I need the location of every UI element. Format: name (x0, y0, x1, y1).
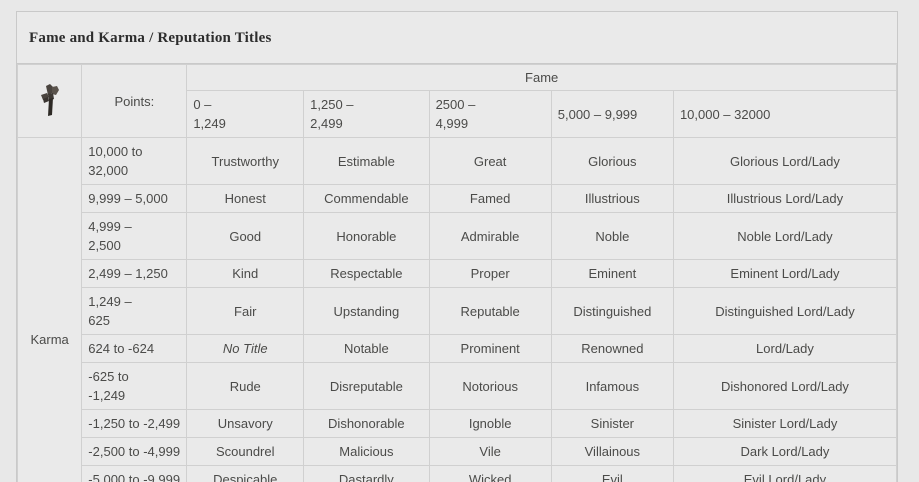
reputation-title-cell: Renowned (550, 334, 674, 363)
reputation-title-cell: Sinister Lord/Lady (672, 409, 898, 438)
reputation-title-cell: Commendable (303, 184, 430, 213)
reputation-title-cell: Evil (550, 465, 674, 482)
reputation-title-cell: Admirable (428, 212, 552, 260)
reputation-title-cell: Sinister (550, 409, 674, 438)
reputation-title-cell: Trustworthy (186, 137, 305, 185)
reputation-title-cell: Disreputable (303, 362, 430, 410)
reputation-title-cell: Illustrious Lord/Lady (672, 184, 898, 213)
reputation-title-cell: Fair (186, 287, 305, 335)
reputation-titles-table: Points: Fame 0 –1,249 1,250 –2,499 2500 … (16, 64, 898, 482)
reputation-title-cell: Upstanding (303, 287, 430, 335)
header-row-top: Points: Fame (16, 64, 897, 138)
reputation-title-cell: Respectable (303, 259, 430, 288)
fame-range-2: 2500 –4,999 (428, 90, 552, 138)
fame-header: Fame (186, 64, 897, 91)
karma-range-cell: -2,500 to -4,999 (81, 437, 188, 466)
ankh-icon (37, 83, 63, 119)
reputation-title-cell: Honest (186, 184, 305, 213)
reputation-title-cell: Scoundrel (186, 437, 305, 466)
karma-range-cell: 4,999 –2,500 (81, 212, 188, 260)
reputation-title-cell: Despicable (186, 465, 305, 482)
reputation-title-cell: Malicious (303, 437, 430, 466)
reputation-title-cell: Good (186, 212, 305, 260)
reputation-title-cell: Proper (428, 259, 552, 288)
karma-range-cell: -5,000 to -9,999 (81, 465, 188, 482)
reputation-title-cell: Eminent (550, 259, 674, 288)
reputation-title-cell: Infamous (550, 362, 674, 410)
reputation-title-cell: Reputable (428, 287, 552, 335)
reputation-title-cell: Distinguished Lord/Lady (672, 287, 898, 335)
reputation-title-cell: Noble (550, 212, 674, 260)
page-title: Fame and Karma / Reputation Titles (17, 12, 897, 64)
reputation-title-cell: Ignoble (428, 409, 552, 438)
reputation-title-cell: Noble Lord/Lady (672, 212, 898, 260)
fame-range-4: 10,000 – 32000 (672, 90, 898, 138)
reputation-panel: Fame and Karma / Reputation Titles (16, 11, 898, 482)
karma-range-cell: 9,999 – 5,000 (81, 184, 188, 213)
table-row: 4,999 –2,500 Good Honorable Admirable Noble N… (18, 212, 898, 260)
table-row: -625 to -1,249 Rude Disreputable Notorious In… (18, 362, 898, 410)
table-row: -2,500 to -4,999 Scoundrel Malicious Vile Vi… (18, 437, 898, 466)
reputation-title-cell: Vile (428, 437, 552, 466)
karma-range-cell: 2,499 – 1,250 (81, 259, 188, 288)
karma-range-cell: 624 to -624 (81, 334, 188, 363)
reputation-title-cell: Rude (186, 362, 305, 410)
reputation-title-cell: Evil Lord/Lady (672, 465, 898, 482)
header-row-ranges: 0 –1,249 1,250 –2,499 2500 –4,999 5,000 … (18, 90, 898, 138)
reputation-title-cell: Villainous (550, 437, 674, 466)
table-body: Karma 10,000 to 32,000 Trustworthy Estimabl… (16, 137, 898, 482)
reputation-title-cell: Kind (186, 259, 305, 288)
table-row: Karma 10,000 to 32,000 Trustworthy Estimabl… (16, 137, 898, 482)
reputation-title-cell: Eminent Lord/Lady (672, 259, 898, 288)
reputation-title-cell: Dark Lord/Lady (672, 437, 898, 466)
reputation-title-cell: Glorious Lord/Lady (672, 137, 898, 185)
karma-range-cell: 10,000 to 32,000 (81, 137, 188, 185)
karma-range-cell: -625 to -1,249 (81, 362, 188, 410)
reputation-title-cell: Illustrious (550, 184, 674, 213)
fame-range-3: 5,000 – 9,999 (550, 90, 674, 138)
table-row: -1,250 to -2,499 Unsavory Dishonorable Igno… (18, 409, 898, 438)
table-row: 2,499 – 1,250 Kind Respectable Proper Eminen… (18, 259, 898, 288)
table-row: 624 to -624 No Title Notable Prominent Renow… (18, 334, 898, 363)
reputation-title-cell: Distinguished (550, 287, 674, 335)
reputation-title-cell: Dishonored Lord/Lady (672, 362, 898, 410)
reputation-title-cell: Glorious (550, 137, 674, 185)
reputation-title-cell: Lord/Lady (672, 334, 898, 363)
reputation-title-cell: No Title (186, 334, 305, 363)
table-row: -5,000 to -9,999 Despicable Dastardly Wicke… (18, 465, 898, 482)
reputation-title-cell: Unsavory (186, 409, 305, 438)
reputation-title-cell: Great (428, 137, 552, 185)
table-row: 1,249 –625 Fair Upstanding Reputable Disting… (18, 287, 898, 335)
reputation-title-cell: Famed (428, 184, 552, 213)
reputation-title-cell: Wicked (428, 465, 552, 482)
table-head: Points: Fame 0 –1,249 1,250 –2,499 2500 … (16, 64, 898, 138)
karma-axis-label: Karma (16, 137, 83, 482)
corner-icon-cell (16, 64, 83, 138)
reputation-title-cell: Dastardly (303, 465, 430, 482)
fame-range-1: 1,250 –2,499 (303, 90, 430, 138)
reputation-title-cell: Dishonorable (303, 409, 430, 438)
fame-range-0: 0 –1,249 (186, 90, 305, 138)
reputation-title-cell: Notable (303, 334, 430, 363)
karma-range-cell: 1,249 –625 (81, 287, 188, 335)
karma-range-cell: -1,250 to -2,499 (81, 409, 188, 438)
reputation-title-cell: Notorious (428, 362, 552, 410)
reputation-title-cell: Prominent (428, 334, 552, 363)
points-header: Points: (81, 64, 188, 138)
reputation-title-cell: Estimable (303, 137, 430, 185)
table-row: 9,999 – 5,000 Honest Commendable Famed Illus… (18, 184, 898, 213)
reputation-title-cell: Honorable (303, 212, 430, 260)
